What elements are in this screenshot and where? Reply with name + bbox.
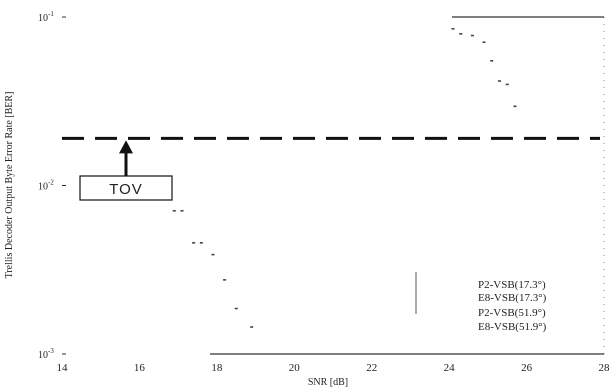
legend-entry-3: P2-VSB(51.9°) (478, 307, 546, 319)
y-tick-label: 10-2 (38, 179, 54, 193)
data-point (513, 105, 517, 108)
y-axis-label: Trellis Decoder Output Byte Error Rate [… (4, 92, 15, 279)
legend-entry-2: E8-VSB(17.3°) (478, 292, 547, 304)
x-axis-label: SNR [dB] (308, 377, 348, 388)
x-tick-label: 28 (599, 362, 611, 374)
axes-frame (210, 16, 605, 355)
x-tick-label: 18 (211, 362, 223, 374)
y-tick-label: 10-1 (38, 10, 54, 24)
data-point (223, 279, 227, 281)
data-point (180, 209, 184, 212)
data-point (199, 241, 203, 244)
data-point (250, 326, 254, 328)
x-tick-label: 14 (57, 362, 69, 374)
data-point (459, 33, 463, 35)
legend-entry-4: E8-VSB(51.9°) (478, 321, 547, 333)
legend: P2-VSB(17.3°) E8-VSB(17.3°) P2-VSB(51.9°… (415, 272, 547, 333)
tov-label-box (79, 175, 173, 201)
tov-label: TOV (109, 181, 143, 198)
x-tick-label: 22 (366, 362, 377, 374)
x-tick-label: 24 (444, 362, 456, 374)
tov-callout: TOV (79, 140, 173, 201)
data-point (172, 209, 176, 212)
data-point (497, 80, 501, 82)
x-tick-label: 26 (521, 362, 533, 374)
x-tick-labels: 14 16 18 20 22 24 26 28 (57, 362, 611, 374)
data-point (211, 253, 215, 256)
legend-entry-1: P2-VSB(17.3°) (478, 279, 546, 291)
data-point (482, 41, 486, 44)
tov-arrow-icon (119, 140, 133, 154)
x-tick-label: 20 (289, 362, 301, 374)
data-point (470, 34, 474, 37)
data-point (490, 60, 494, 62)
data-point (451, 27, 455, 30)
data-markers (161, 27, 517, 328)
y-tick-label: 10-3 (38, 347, 54, 361)
y-tick-labels: 10-3 10-2 10-1 (38, 10, 66, 361)
data-point (234, 307, 238, 310)
x-tick-label: 16 (134, 362, 146, 374)
data-point (192, 241, 196, 244)
data-point (505, 83, 509, 86)
